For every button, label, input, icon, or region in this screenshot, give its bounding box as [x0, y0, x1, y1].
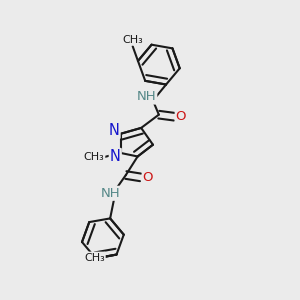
- Text: O: O: [143, 171, 153, 184]
- Text: N: N: [109, 123, 119, 138]
- Text: NH: NH: [137, 91, 156, 103]
- Text: CH₃: CH₃: [84, 253, 105, 262]
- Text: N: N: [110, 149, 121, 164]
- Text: O: O: [176, 110, 186, 123]
- Text: CH₃: CH₃: [122, 35, 143, 45]
- Text: NH: NH: [100, 187, 120, 200]
- Text: CH₃: CH₃: [84, 152, 104, 162]
